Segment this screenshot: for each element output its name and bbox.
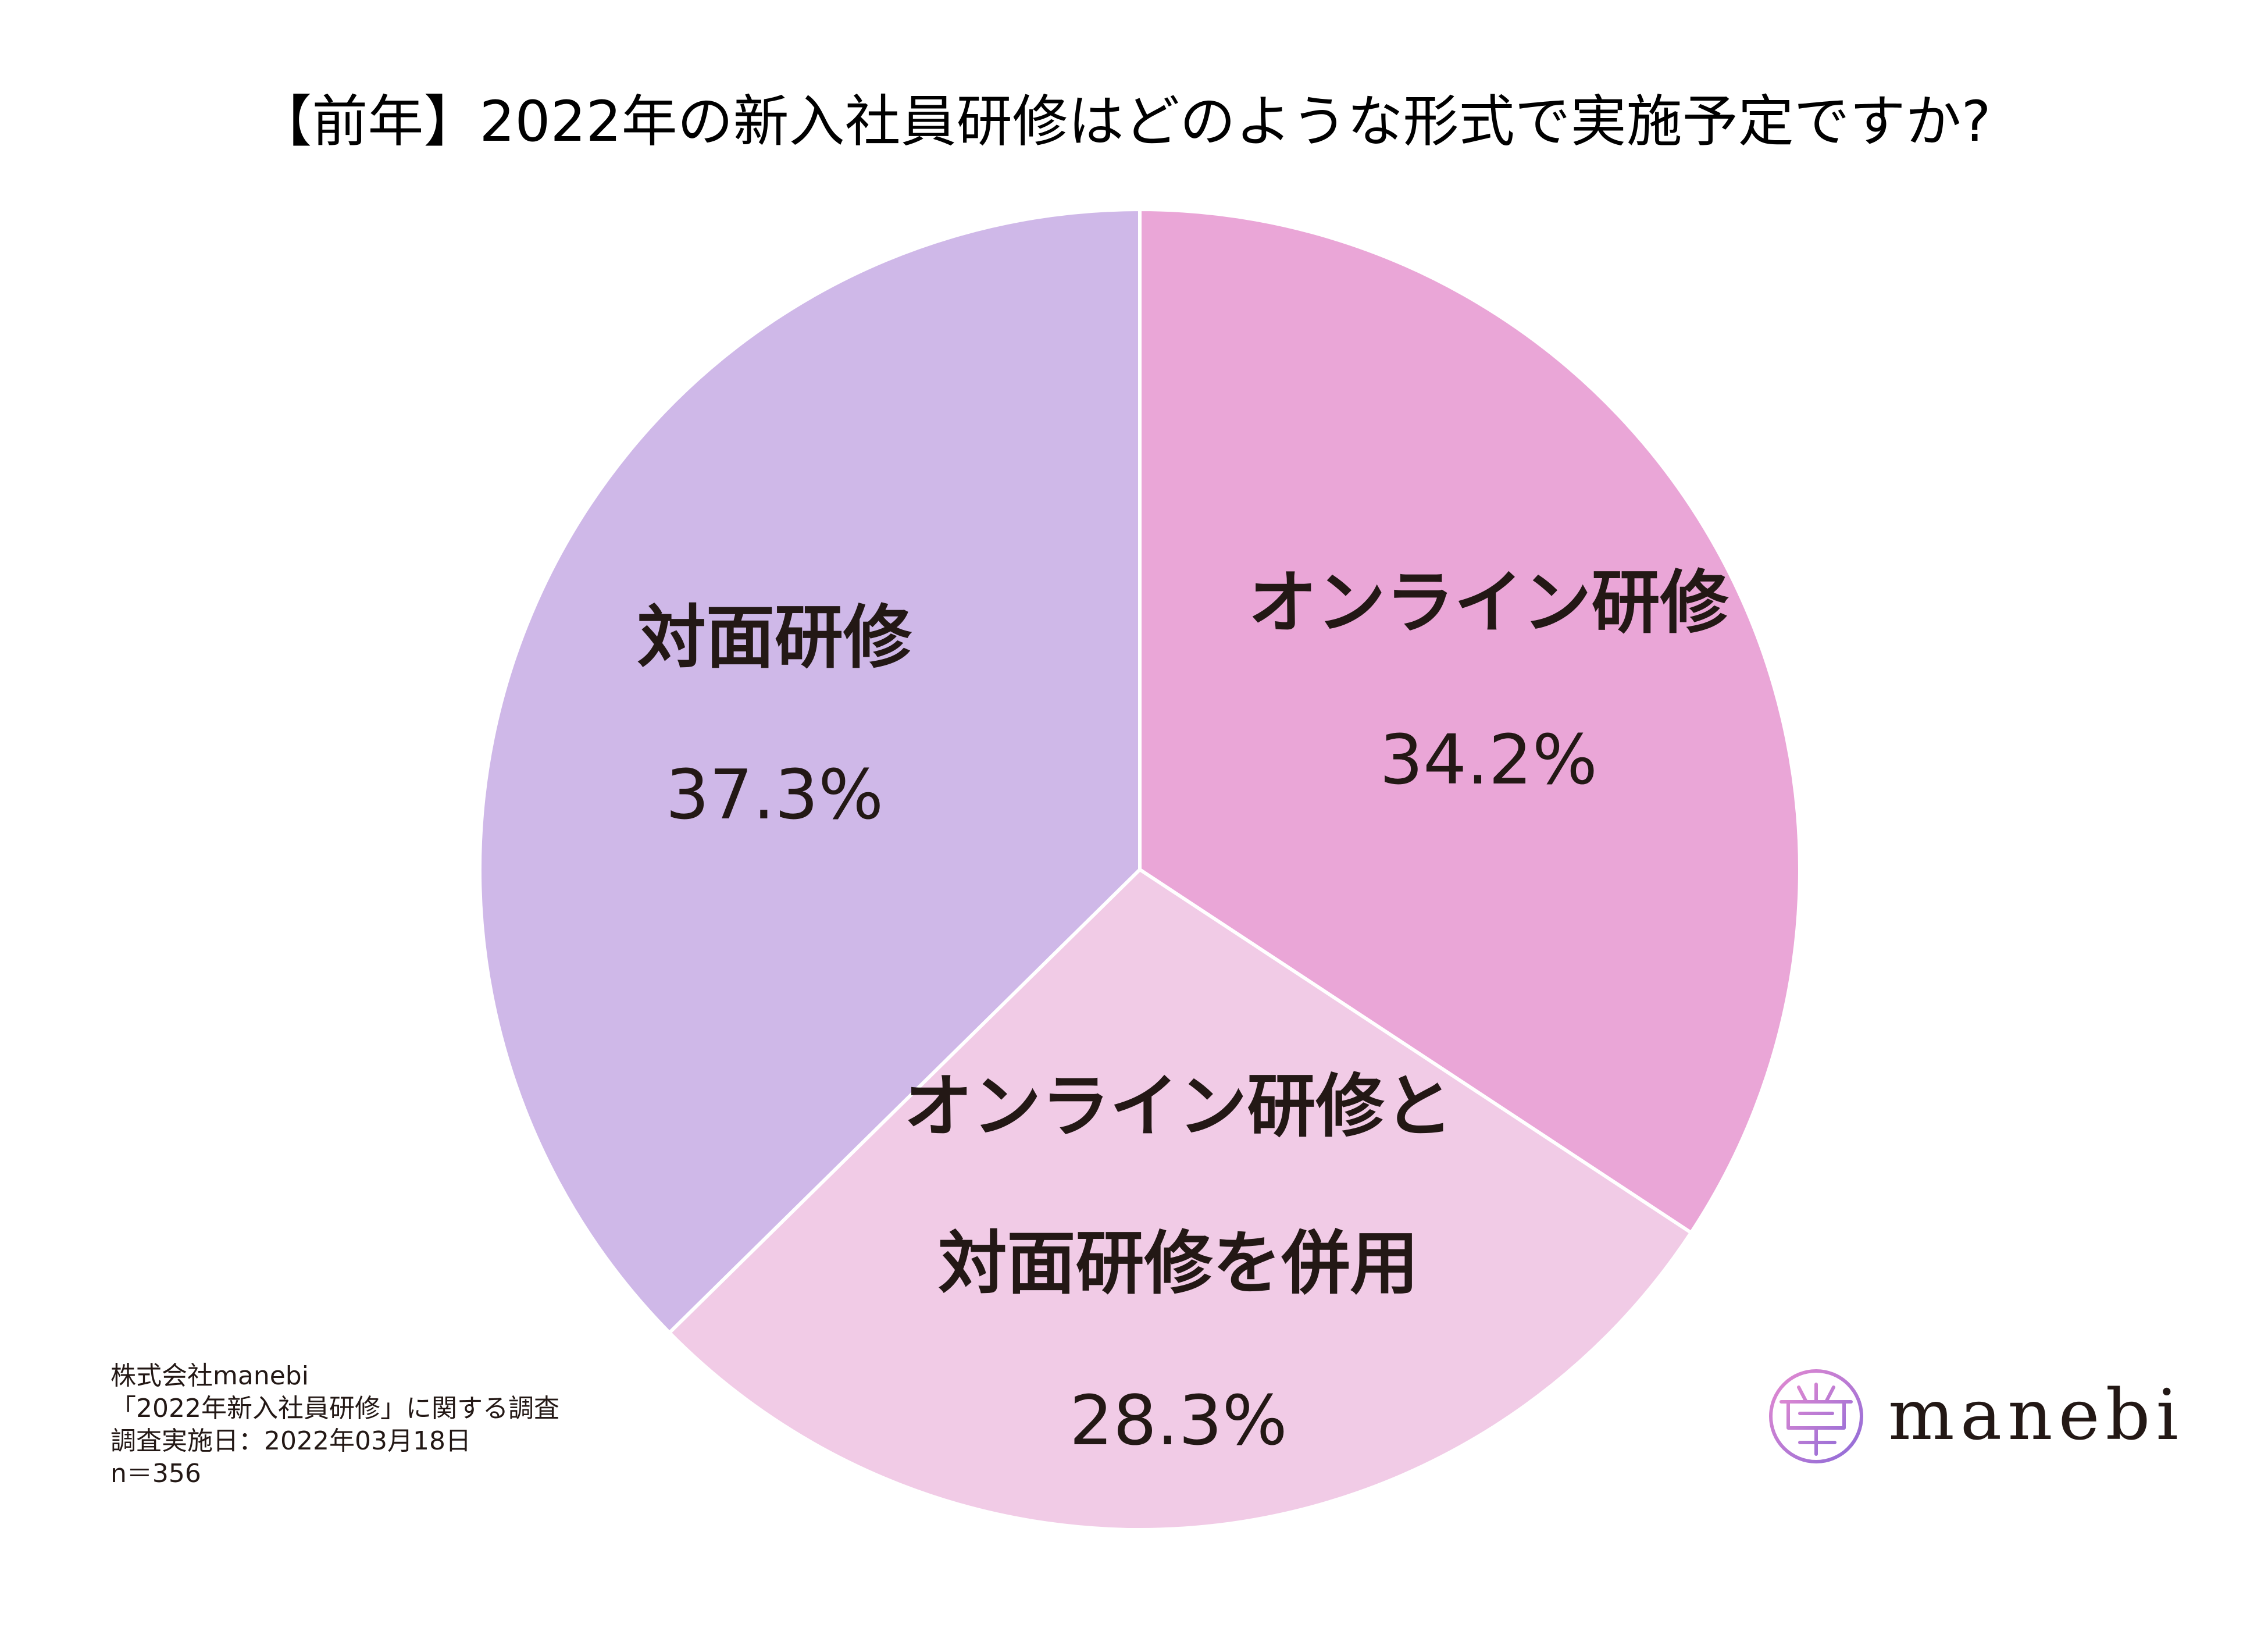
- slice-label-group-0: オンライン研修 34.2%: [1249, 562, 1729, 800]
- logo-text: manebi: [1888, 1375, 2184, 1456]
- source-survey: 「2022年新入社員研修」に関する調査: [110, 1394, 559, 1423]
- source-company: 株式会社manebi: [110, 1361, 309, 1391]
- pie-slice-1: [666, 867, 1694, 1531]
- slice-value-label: 37.3%: [665, 754, 883, 835]
- source-date: 調査実施日：2022年03月18日: [110, 1426, 471, 1456]
- source-sample: n＝356: [110, 1459, 201, 1488]
- pie-slice-2: [478, 207, 1142, 1335]
- slice-value-label: 28.3%: [1069, 1380, 1288, 1461]
- slice-value-label: 34.2%: [1379, 720, 1597, 800]
- slice-category-label: 対面研修を併用: [938, 1223, 1418, 1303]
- manebi-logo-icon: [1769, 1369, 1863, 1463]
- chart-title: 【前年】2022年の新入社員研修はどのような形式で実施予定ですか?: [256, 89, 1991, 154]
- manebi-logo: manebi: [1765, 1361, 2189, 1472]
- slice-label-group-2: 対面研修 37.3%: [637, 597, 912, 835]
- source-note: 株式会社manebi 「2022年新入社員研修」に関する調査 調査実施日：202…: [110, 1360, 559, 1490]
- slice-category-label: オンライン研修と: [904, 1066, 1453, 1146]
- slice-category-label: 対面研修: [637, 597, 912, 678]
- slice-category-label: オンライン研修: [1249, 562, 1729, 643]
